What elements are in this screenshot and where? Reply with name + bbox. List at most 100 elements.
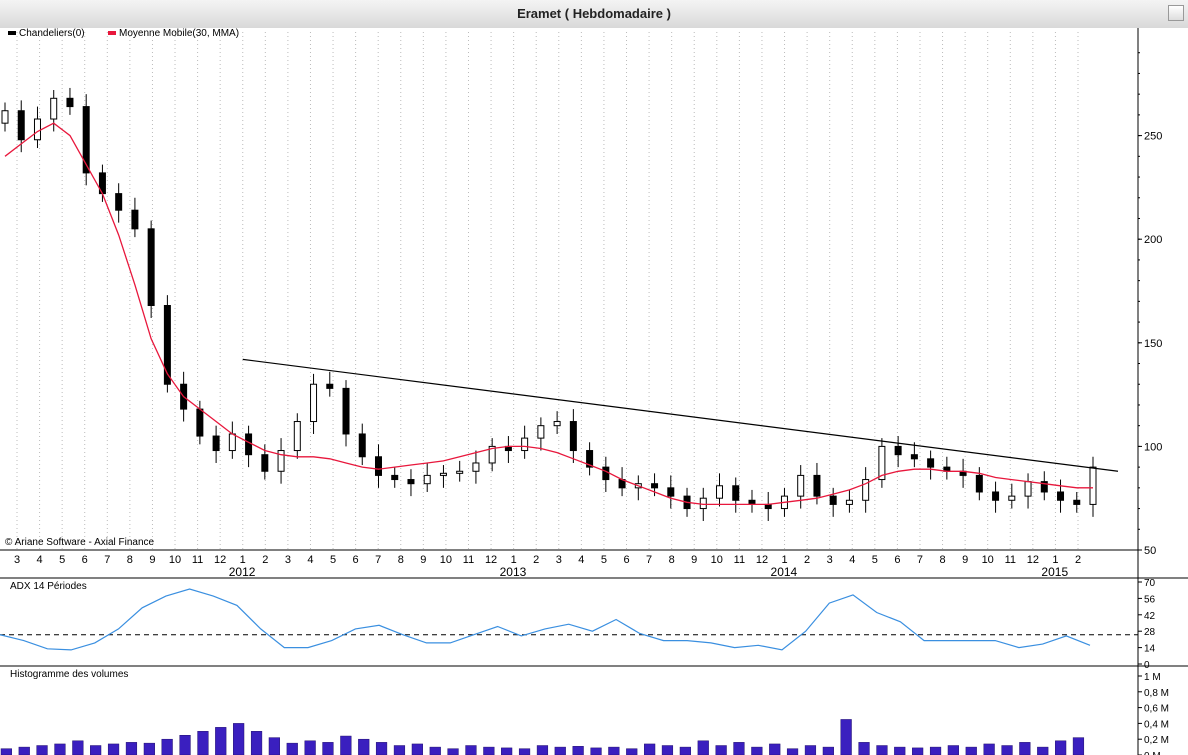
volume-bar — [250, 731, 263, 755]
y-tick-label: 50 — [1144, 545, 1156, 557]
candle-body — [456, 470, 464, 474]
x-tick-label: 10 — [169, 554, 181, 566]
window-resize-button[interactable] — [1168, 5, 1184, 21]
adx-y-tick-label: 14 — [1144, 644, 1156, 655]
candle-body — [797, 474, 805, 497]
candle-body — [992, 491, 1000, 501]
volume-bar — [804, 745, 817, 755]
x-tick-label: 3 — [14, 554, 20, 566]
volume-bar — [965, 746, 977, 755]
x-tick-label: 5 — [59, 554, 65, 566]
volume-bar — [644, 743, 656, 755]
volume-bar — [268, 737, 280, 755]
x-tick-label: 6 — [623, 554, 629, 566]
volume-bar — [304, 740, 316, 755]
volume-bar — [858, 742, 870, 755]
volume-bar — [447, 748, 459, 755]
volume-bar — [894, 746, 906, 755]
x-tick-label: 8 — [398, 554, 404, 566]
candle-body — [82, 106, 90, 174]
volume-bar — [1001, 745, 1013, 755]
volume-bar — [18, 746, 30, 755]
candle-body — [1040, 481, 1048, 493]
x-tick-label: 1 — [1052, 554, 1058, 566]
x-tick-label: 12 — [1027, 554, 1039, 566]
volume-bar — [161, 738, 173, 755]
candle-body — [131, 209, 139, 230]
y-tick-label: 250 — [1144, 131, 1162, 143]
volume-bar — [501, 747, 513, 755]
volume-bar — [661, 745, 674, 755]
resistance-trendline — [242, 358, 1119, 472]
candle-body — [862, 479, 870, 501]
volume-bar — [769, 743, 781, 755]
x-tick-label: 7 — [104, 554, 110, 566]
volume-bar — [107, 743, 120, 755]
candle-body — [732, 485, 740, 501]
volume-bar — [626, 748, 638, 755]
adx-y-tick-label: 56 — [1144, 594, 1156, 605]
volume-bar — [125, 742, 138, 755]
x-tick-label: 4 — [307, 554, 313, 566]
chart-background — [0, 28, 1188, 755]
x-tick-label: 6 — [353, 554, 359, 566]
x-tick-label: 1 — [511, 554, 517, 566]
volume-bar — [572, 746, 584, 755]
candle-body — [586, 450, 594, 468]
x-year-label: 2012 — [229, 565, 256, 579]
volume-bar — [554, 746, 566, 755]
candle-body — [553, 421, 561, 427]
adx-y-tick-label: 0 — [1144, 660, 1150, 671]
x-tick-label: 12 — [756, 554, 768, 566]
candle-body — [569, 421, 577, 452]
volume-y-tick-label: 0 M — [1144, 751, 1161, 755]
adx-y-tick-label: 42 — [1144, 611, 1156, 622]
adx-y-tick-label: 70 — [1144, 578, 1156, 589]
candle-body — [521, 437, 529, 452]
legend-swatch — [108, 31, 116, 35]
candle-body — [716, 485, 724, 499]
candle-body — [245, 433, 253, 456]
volume-bar — [929, 746, 942, 755]
volume-bar — [197, 731, 209, 755]
volume-bar — [36, 745, 48, 755]
volume-bar — [340, 735, 352, 755]
volume-bar — [983, 743, 995, 755]
x-tick-label: 4 — [37, 554, 43, 566]
candle-body — [1, 110, 9, 124]
x-tick-label: 10 — [982, 554, 994, 566]
x-tick-label: 9 — [691, 554, 697, 566]
candle-body — [147, 228, 155, 307]
candle-body — [927, 458, 935, 468]
x-tick-label: 10 — [711, 554, 723, 566]
volume-bar — [465, 745, 477, 755]
adx-y-tick-label: 28 — [1144, 627, 1156, 638]
candle-body — [1089, 466, 1097, 505]
candle-body — [602, 466, 610, 481]
x-tick-label: 5 — [872, 554, 878, 566]
candle-body — [228, 433, 236, 452]
x-tick-label: 12 — [214, 554, 226, 566]
candle-body — [845, 499, 853, 505]
adx-line — [0, 588, 1091, 651]
volume-bar — [536, 745, 549, 755]
volume-bar — [143, 742, 155, 755]
x-tick-label: 7 — [917, 554, 923, 566]
x-tick-label: 7 — [646, 554, 652, 566]
candle-body — [439, 472, 447, 476]
legend-label: Moyenne Mobile(30, MMA) — [119, 28, 239, 39]
candle-body — [115, 193, 123, 211]
x-tick-label: 7 — [375, 554, 381, 566]
x-tick-label: 9 — [149, 554, 155, 566]
volume-bar — [90, 745, 102, 755]
candle-body — [1057, 491, 1065, 501]
legend-swatch — [8, 31, 16, 35]
x-tick-label: 10 — [440, 554, 452, 566]
candle-body — [50, 97, 58, 120]
volume-bar — [215, 727, 227, 755]
x-tick-label: 3 — [556, 554, 562, 566]
volume-bar — [375, 742, 388, 755]
x-tick-label: 2 — [804, 554, 810, 566]
x-tick-label: 5 — [601, 554, 607, 566]
